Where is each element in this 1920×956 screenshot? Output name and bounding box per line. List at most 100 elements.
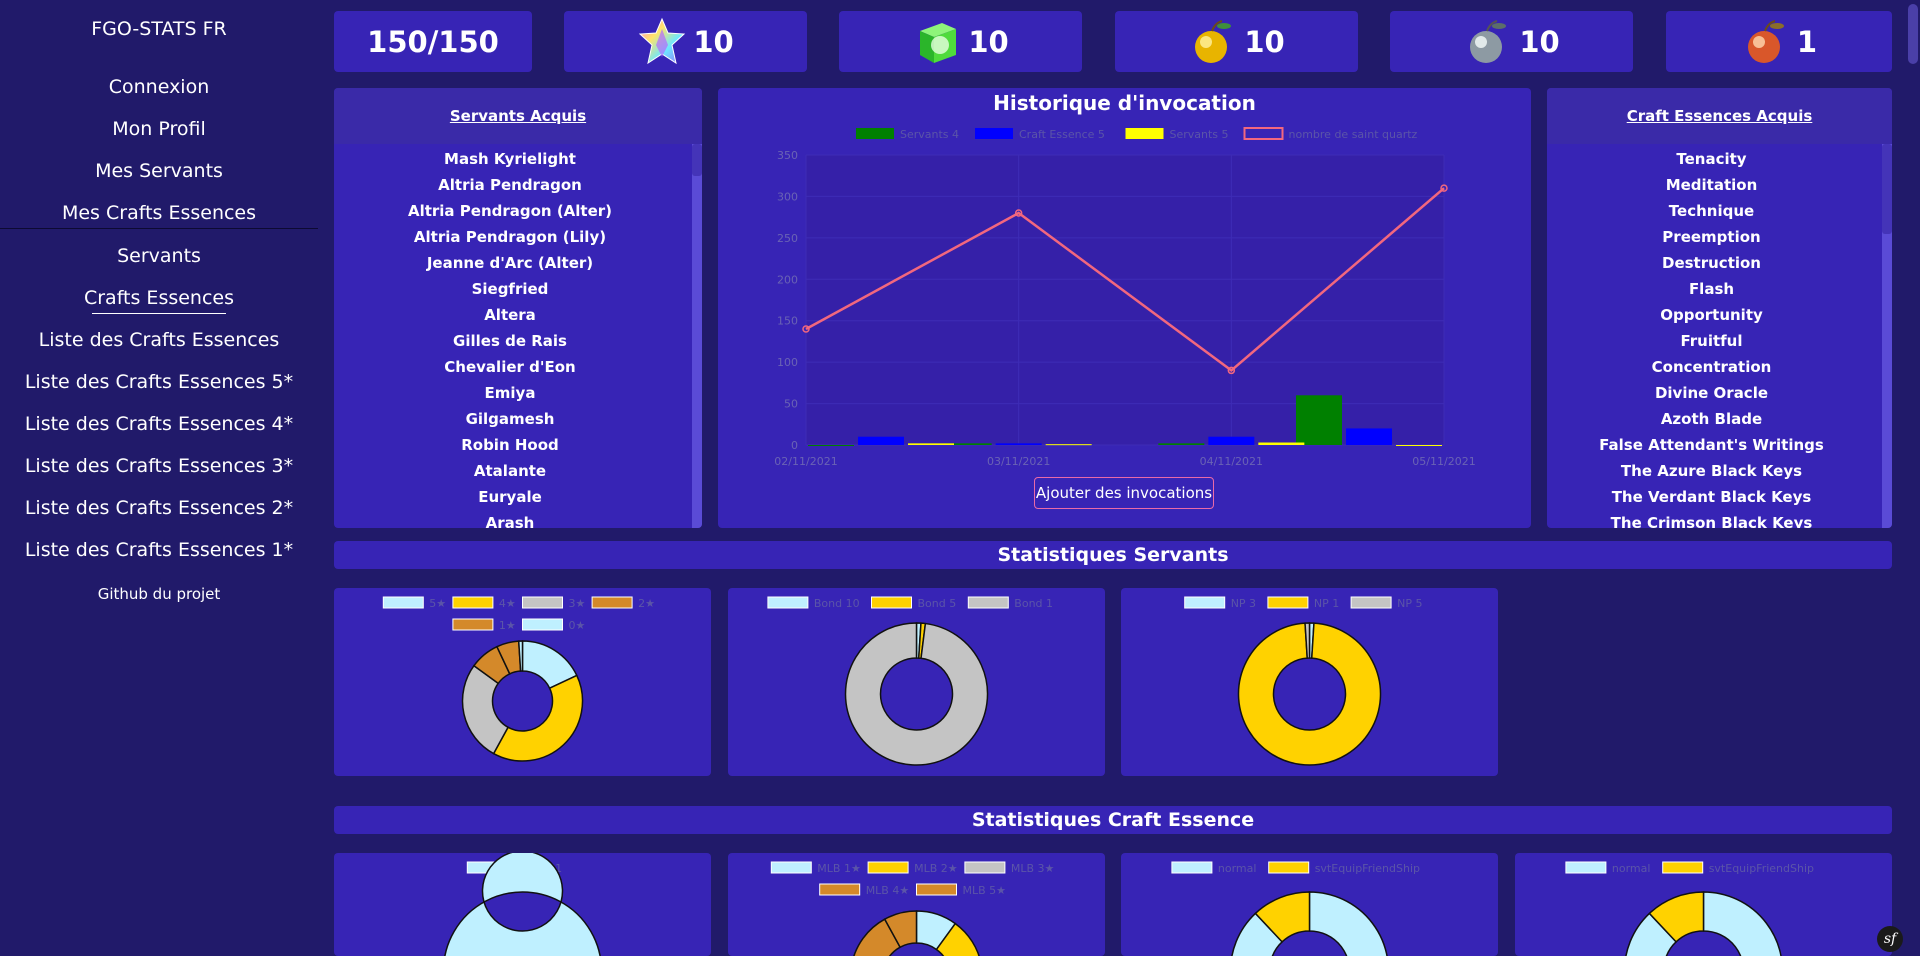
bar-craft-essence-5 (1208, 436, 1255, 445)
page-scrollbar[interactable] (1906, 0, 1920, 956)
add-invocations-button[interactable]: Ajouter des invocations (1034, 477, 1214, 509)
y-tick-label: 100 (777, 356, 798, 369)
legend-label: MLB 4★ (866, 884, 910, 897)
sidebar-item-liste-ce-5[interactable]: Liste des Crafts Essences 5* (24, 371, 294, 393)
symfony-toolbar-icon[interactable]: sf (1877, 926, 1903, 952)
servant-list-item[interactable]: Siegfried (471, 280, 549, 298)
servant-list-item[interactable]: Altria Pendragon (Alter) (407, 202, 613, 220)
app-title[interactable]: FGO-STATS FR (91, 18, 227, 40)
servants-list-panel: Servants Acquis Mash Kyrielight Altria Pe… (334, 88, 702, 528)
active-underline (92, 313, 226, 314)
craft-list-item[interactable]: Flash (1688, 280, 1735, 298)
servant-count-card: 150/150 (334, 11, 532, 72)
crafts-scrollbar[interactable] (1882, 144, 1892, 528)
sidebar-item-liste-ce[interactable]: Liste des Crafts Essences (38, 329, 280, 351)
ce-level-chart-card: Niveau 1 (334, 850, 711, 956)
doughnut-segment (1304, 622, 1311, 659)
np-chart-card: NP 3 NP 1 NP 5 (1121, 588, 1498, 776)
bar-servants-5 (1396, 445, 1442, 446)
y-tick-label: 250 (777, 232, 798, 245)
craft-list-item[interactable]: Concentration (1651, 358, 1772, 376)
legend-label: MLB 1★ (817, 862, 861, 875)
craft-list-item[interactable]: The Azure Black Keys (1620, 462, 1803, 480)
servants-list-header[interactable]: Servants Acquis (334, 88, 702, 144)
ce-level-doughnut-chart: Niveau 1 (444, 850, 601, 956)
sidebar-item-github[interactable]: Github du projet (97, 585, 221, 603)
craft-list-item[interactable]: Opportunity (1660, 306, 1763, 324)
line-point (1014, 209, 1023, 217)
legend-swatch (819, 883, 861, 896)
sidebar-item-crafts-essences[interactable]: Crafts Essences (83, 287, 235, 309)
sidebar-item-servants[interactable]: Servants (117, 245, 201, 267)
craft-list-item[interactable]: Azoth Blade (1660, 410, 1763, 428)
servants-list: Mash Kyrielight Altria Pendragon Altria Pe… (334, 144, 702, 528)
servant-list-item[interactable]: Altria Pendragon (Lily) (413, 228, 607, 246)
servant-list-item[interactable]: Altera (484, 306, 536, 324)
crafts-scroll-thumb[interactable] (1882, 144, 1892, 234)
craft-list-item[interactable]: The Verdant Black Keys (1611, 488, 1812, 506)
saint-quartz-card: 10 (564, 11, 807, 72)
x-tick-label: 04/11/2021 (1200, 455, 1263, 468)
sidebar-item-connexion[interactable]: Connexion (108, 76, 210, 98)
servants-scrollbar[interactable] (692, 144, 702, 528)
bar-servants-4 (808, 445, 854, 446)
servant-list-item[interactable]: Chevalier d'Eon (444, 358, 576, 376)
legend-swatch (1184, 596, 1226, 609)
bar-servants-5 (1045, 444, 1092, 446)
doughnut-segment (1254, 891, 1311, 943)
ce-type-chart-card-1: normal svtEquipFriendShip (1121, 853, 1498, 956)
servant-list-item[interactable]: Jeanne d'Arc (Alter) (426, 254, 594, 272)
servants-scroll-thumb[interactable] (692, 144, 702, 176)
line-point (802, 325, 810, 333)
bond-doughnut-chart: Bond 10 Bond 5 Bond 1 (767, 596, 1053, 766)
x-tick-label: 05/11/2021 (1412, 455, 1475, 468)
doughnut-segment (1648, 891, 1705, 943)
sidebar-item-liste-ce-3[interactable]: Liste des Crafts Essences 3* (24, 455, 294, 477)
servant-list-item[interactable]: Emiya (484, 384, 536, 402)
saint-quartz-value: 10 (693, 24, 734, 59)
servant-list-item[interactable]: Gilles de Rais (453, 332, 567, 350)
sidebar-item-liste-ce-4[interactable]: Liste des Crafts Essences 4* (24, 413, 294, 435)
legend-swatch (1243, 127, 1284, 140)
sidebar-item-mon-profil[interactable]: Mon Profil (112, 118, 206, 140)
servant-list-item[interactable]: Euryale (478, 488, 542, 506)
craft-list-item[interactable]: Destruction (1662, 254, 1761, 272)
servant-list-item[interactable]: Gilgamesh (465, 410, 555, 428)
servant-list-item[interactable]: Atalante (473, 462, 547, 480)
craft-list-item[interactable]: False Attendant's Writings (1599, 436, 1824, 454)
craft-list-item[interactable]: Tenacity (1676, 150, 1747, 168)
craft-list-item[interactable]: Technique (1668, 202, 1755, 220)
legend-label: 2★ (638, 597, 655, 610)
craft-list-item[interactable]: Preemption (1662, 228, 1761, 246)
legend-label: Bond 5 (918, 597, 957, 610)
sidebar-divider (0, 228, 318, 229)
legend-swatch (916, 883, 957, 896)
sidebar-item-mes-crafts-essences[interactable]: Mes Crafts Essences (61, 202, 257, 224)
servant-list-item[interactable]: Robin Hood (461, 436, 559, 454)
crafts-list-header[interactable]: Craft Essences Acquis (1547, 88, 1892, 144)
y-tick-label: 200 (777, 273, 798, 286)
legend-label: Craft Essence 5 (1019, 128, 1105, 141)
legend-label: Servants 5 (1170, 128, 1229, 141)
page-scroll-thumb[interactable] (1908, 4, 1918, 64)
craft-list-item[interactable]: The Crimson Black Keys (1610, 514, 1813, 528)
legend-label: 1★ (499, 619, 516, 632)
np-doughnut-chart: NP 3 NP 1 NP 5 (1184, 596, 1422, 766)
legend-swatch (1662, 861, 1704, 874)
legend-label: NP 3 (1231, 597, 1256, 610)
doughnut-segment (1237, 622, 1382, 766)
legend-swatch (964, 861, 1006, 874)
servant-list-item[interactable]: Arash (485, 514, 535, 528)
servant-list-item[interactable]: Altria Pendragon (438, 176, 582, 194)
sidebar-item-liste-ce-2[interactable]: Liste des Crafts Essences 2* (24, 497, 294, 519)
history-chart-title: Historique d'invocation (993, 91, 1256, 115)
craft-list-item[interactable]: Meditation (1665, 176, 1758, 194)
craft-list-item[interactable]: Fruitful (1680, 332, 1743, 350)
legend-label: 5★ (429, 597, 446, 610)
doughnut-segment (853, 918, 902, 956)
sidebar-item-liste-ce-1[interactable]: Liste des Crafts Essences 1* (24, 539, 294, 561)
servant-list-item[interactable]: Mash Kyrielight (444, 150, 576, 168)
legend-swatch (522, 618, 563, 631)
sidebar-item-mes-servants[interactable]: Mes Servants (95, 160, 223, 182)
craft-list-item[interactable]: Divine Oracle (1654, 384, 1769, 402)
